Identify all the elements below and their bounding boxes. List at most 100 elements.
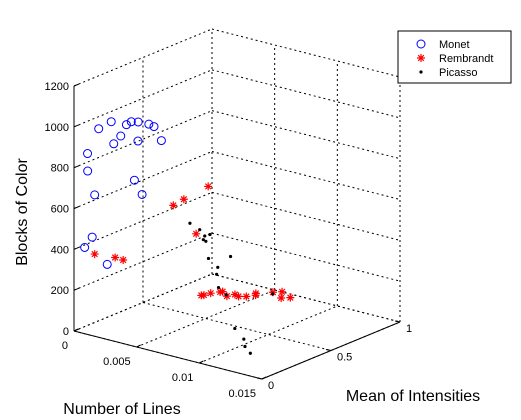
picasso-point [233, 326, 237, 331]
picasso-point [201, 238, 205, 242]
rembrandt-legend-label: Rembrandt [439, 53, 493, 65]
monet-point [129, 175, 139, 185]
x-tick-label: 0.015 [228, 388, 256, 400]
picasso-point [208, 232, 212, 237]
grid-line [73, 151, 213, 209]
y-axis-label: Mean of Intensities [346, 388, 480, 405]
x-tick-mark [261, 376, 267, 380]
picasso-point [216, 265, 220, 269]
rembrandt-point [90, 250, 99, 259]
z-tick-label: 200 [51, 285, 69, 297]
rembrandt-point [278, 287, 287, 296]
rembrandt-point [242, 292, 251, 301]
grid-line [199, 305, 338, 364]
y-tick-mark [394, 320, 401, 323]
x-tick-label: 0.005 [103, 356, 131, 368]
rembrandt-point [199, 291, 208, 300]
picasso-point [224, 293, 228, 297]
grid-line [211, 232, 401, 282]
rembrandt-point [230, 290, 239, 299]
monet-point [137, 189, 147, 199]
grid-line [211, 191, 401, 241]
monet-point [106, 117, 116, 127]
monet-point [149, 122, 159, 132]
rembrandt-point [192, 229, 201, 238]
y-tick-label: 0 [268, 380, 274, 392]
rembrandt-point [268, 288, 277, 297]
picasso-point [271, 292, 275, 296]
monet-legend-marker [416, 39, 426, 49]
grid-line [211, 69, 401, 119]
monet-point [80, 242, 90, 252]
rembrandt-point [286, 293, 295, 302]
y-tick-label: 1 [406, 323, 412, 335]
rembrandt-legend-marker [417, 54, 425, 62]
monet-point [83, 149, 93, 159]
rembrandt-point [119, 255, 128, 264]
z-tick-mark [73, 206, 80, 209]
z-tick-mark [73, 83, 80, 87]
monet-point [126, 117, 136, 127]
monet-point [83, 166, 93, 176]
axis-layer [73, 83, 401, 380]
z-tick-mark [73, 287, 80, 291]
grid-line [211, 110, 401, 160]
monet-point [133, 117, 143, 127]
monet-point [109, 139, 119, 149]
z-axis-label: Blocks of Color [14, 158, 31, 266]
monet-point [116, 131, 126, 141]
monet-legend-label: Monet [439, 39, 470, 51]
grid-line [73, 110, 213, 169]
picasso-point [188, 221, 192, 225]
rembrandt-point [218, 287, 227, 296]
rembrandt-point [251, 291, 260, 300]
picasso-point [248, 351, 252, 355]
legend-box [397, 30, 512, 84]
grid-line [142, 302, 332, 351]
z-tick-label: 800 [51, 163, 69, 175]
rembrandt-point [111, 253, 120, 262]
x-tick-mark [136, 344, 141, 348]
x-tick-mark [199, 360, 204, 364]
x-tick-mark [73, 328, 79, 332]
rembrandt-point [277, 294, 286, 303]
z-tick-mark [73, 246, 80, 250]
data-points [80, 117, 295, 355]
monet-point [94, 124, 104, 134]
x-axis-line [73, 330, 263, 380]
monet-point [121, 120, 131, 130]
picasso-point [243, 344, 247, 349]
picasso-legend-label: Picasso [439, 67, 478, 79]
y-tick-label: 0.5 [337, 352, 352, 364]
grid-layer [73, 28, 401, 380]
grid-line [211, 273, 401, 323]
rembrandt-point [204, 182, 213, 191]
monet-point [87, 232, 97, 242]
picasso-point [216, 285, 221, 290]
z-tick-mark [73, 165, 80, 169]
z-tick-label: 400 [51, 244, 69, 256]
y-tick-mark [325, 349, 332, 351]
y-tick-mark [256, 377, 263, 380]
rembrandt-point [234, 292, 243, 301]
picasso-point [204, 239, 208, 243]
x-tick-label: 0.01 [172, 372, 193, 384]
z-tick-label: 0 [63, 326, 69, 338]
picasso-point [198, 228, 202, 232]
picasso-legend-marker [419, 70, 423, 74]
monet-point [133, 136, 143, 146]
picasso-point [206, 256, 211, 261]
x-axis-label: Number of Lines [63, 401, 180, 418]
rembrandt-point [222, 292, 231, 301]
grid-line [73, 69, 213, 128]
picasso-point [228, 254, 233, 259]
rembrandt-point [206, 289, 215, 298]
x-tick-label: 0 [62, 340, 68, 352]
monet-point [102, 259, 112, 269]
z-tick-label: 1000 [45, 122, 69, 134]
rembrandt-point [179, 195, 188, 204]
monet-point [90, 190, 100, 200]
grid-line [136, 289, 275, 348]
picasso-point [203, 234, 207, 238]
